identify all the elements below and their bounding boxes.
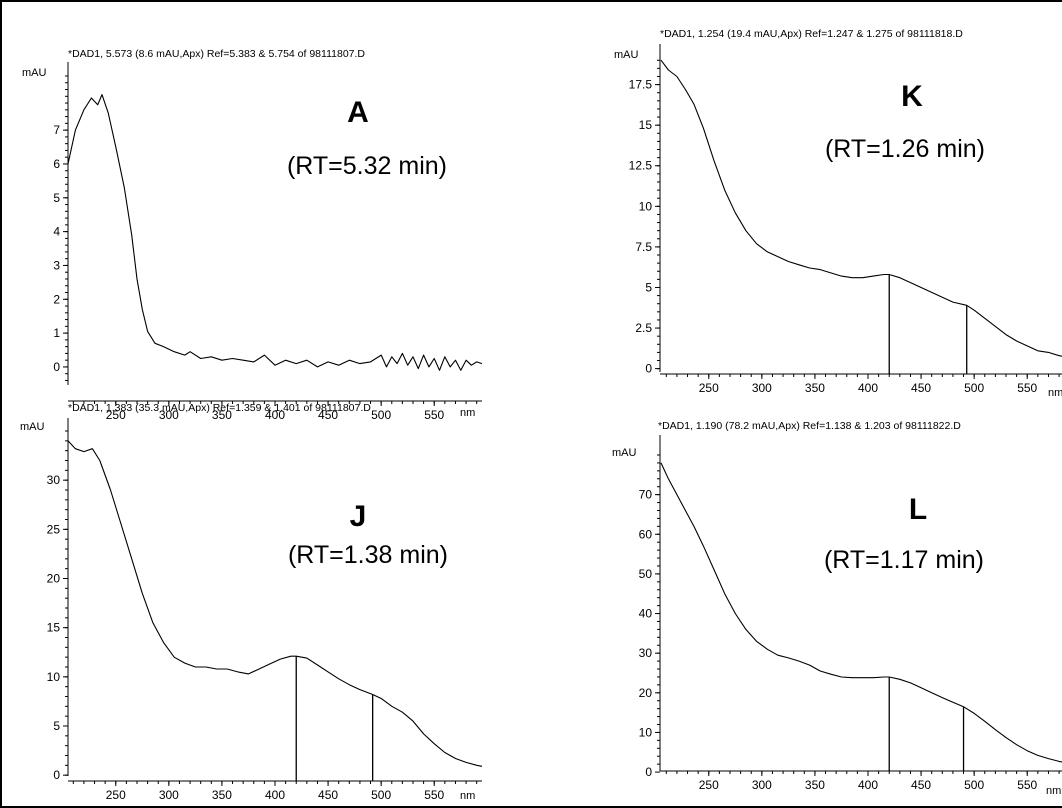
- panel-a-y-tick-label: 2: [53, 292, 60, 306]
- panel-l-y-unit: mAU: [612, 447, 637, 459]
- panel-j-y-tick-label: 15: [47, 621, 61, 635]
- panel-a-retention-time: (RT=5.32 min): [287, 152, 447, 180]
- panel-a-x-tick-label: 350: [212, 408, 232, 422]
- panel-l-y-tick-label: 40: [639, 607, 653, 621]
- panel-a-x-tick-label: 250: [106, 408, 126, 422]
- panel-k-x-unit: nm: [1048, 387, 1062, 399]
- panel-l-retention-time: (RT=1.17 min): [824, 546, 984, 574]
- panel-j-x-tick-label: 450: [318, 788, 338, 802]
- panel-l-header: *DAD1, 1.190 (78.2 mAU,Apx) Ref=1.138 & …: [658, 420, 961, 432]
- panel-j-x-unit: nm: [460, 790, 475, 802]
- spectrum-panel-k: *DAD1, 1.254 (19.4 mAU,Apx) Ref=1.247 & …: [614, 28, 1062, 399]
- panel-l-plot-area: [660, 462, 1062, 771]
- panel-k-y-tick-label: 12.5: [629, 159, 653, 173]
- panel-l-x-tick-label: 450: [911, 778, 931, 792]
- panel-a-x-tick-label: 550: [424, 408, 444, 422]
- panel-k-x-tick-label: 500: [964, 381, 984, 395]
- panel-k-axes: 0 2.5 5 7.5 10 12.5 15 17.5 250 300 350 400 450 500 55…: [629, 44, 1062, 395]
- panel-a-axes: 0 1 2 3 4 5 6 7 250 300 350 400 450 500 550: [53, 62, 482, 422]
- panel-k-x-tick-label: 550: [1017, 381, 1037, 395]
- panel-a-plot-area: [67, 94, 483, 371]
- panel-j-retention-time: (RT=1.38 min): [288, 541, 448, 569]
- panel-a-y-tick-label: 6: [53, 157, 60, 171]
- panel-l-y-tick-label: 0: [645, 765, 652, 779]
- panel-a-y-tick-label: 0: [53, 360, 60, 374]
- panel-a-y-tick-label: 1: [53, 326, 60, 340]
- panel-j-x-tick-label: 250: [106, 788, 126, 802]
- panel-k-y-tick-label: 17.5: [629, 78, 653, 92]
- panel-l-y-tick-label: 30: [639, 646, 653, 660]
- panel-j-letter: J: [350, 500, 367, 533]
- spectrum-panel-a: *DAD1, 5.573 (8.6 mAU,Apx) Ref=5.383 & 5…: [22, 48, 483, 422]
- panel-j-axes: 0 5 10 15 20 25 30 250 300 350 400 450 500 550: [47, 418, 482, 802]
- panel-k-plot-area: [660, 59, 1062, 374]
- panel-j-x-tick-label: 500: [371, 788, 391, 802]
- panel-j-x-tick-label: 300: [159, 788, 179, 802]
- panel-k-y-tick-label: 2.5: [635, 321, 652, 335]
- panel-k-x-tick-label: 250: [699, 381, 719, 395]
- panel-l-letter: L: [909, 493, 927, 526]
- panel-a-y-tick-label: 5: [53, 191, 60, 205]
- panel-l-y-tick-label: 50: [639, 567, 653, 581]
- panel-a-y-tick-label: 4: [53, 225, 60, 239]
- panel-j-y-tick-label: 20: [47, 572, 61, 586]
- panel-l-x-tick-label: 550: [1017, 778, 1037, 792]
- panel-l-axes: 0 10 20 30 40 50 60 70 250 300 350 400 450 500 550: [639, 435, 1062, 792]
- panel-a-header: *DAD1, 5.573 (8.6 mAU,Apx) Ref=5.383 & 5…: [68, 48, 365, 60]
- panel-k-x-tick-label: 400: [858, 381, 878, 395]
- panel-a-x-unit: nm: [460, 407, 475, 419]
- panel-l-x-tick-label: 500: [964, 778, 984, 792]
- panel-j-x-tick-label: 400: [265, 788, 285, 802]
- panel-k-y-tick-label: 5: [645, 280, 652, 294]
- panel-j-x-tick-label: 350: [212, 788, 232, 802]
- panel-l-y-tick-label: 20: [639, 686, 653, 700]
- panel-a-x-tick-label: 300: [159, 408, 179, 422]
- panel-k-y-tick-label: 10: [639, 199, 653, 213]
- panel-l-y-tick-label: 60: [639, 527, 653, 541]
- panel-j-header: *DAD1, 1.383 (35.3 mAU,Apx) Ref=1.359 & …: [68, 402, 371, 414]
- panel-k-letter: K: [901, 80, 923, 113]
- panel-j-y-unit: mAU: [20, 421, 45, 433]
- panel-j-y-tick-label: 0: [53, 768, 60, 782]
- panel-k-x-tick-label: 350: [805, 381, 825, 395]
- panel-j-y-tick-label: 10: [47, 670, 61, 684]
- panel-a-spectrum-line: [67, 94, 483, 371]
- panel-j-y-tick-label: 5: [53, 719, 60, 733]
- panel-j-plot-area: [67, 440, 483, 781]
- panel-l-x-tick-label: 300: [752, 778, 772, 792]
- panel-k-x-tick-label: 450: [911, 381, 931, 395]
- panel-j-y-tick-label: 30: [47, 473, 61, 487]
- panel-a-letter: A: [347, 96, 369, 129]
- panel-l-x-tick-label: 400: [858, 778, 878, 792]
- panel-l-y-tick-label: 10: [639, 725, 653, 739]
- spectrum-panel-l: *DAD1, 1.190 (78.2 mAU,Apx) Ref=1.138 & …: [612, 420, 1062, 797]
- panel-a-y-unit: mAU: [22, 67, 47, 79]
- panel-j-spectrum-line: [67, 440, 483, 767]
- panel-j-x-tick-label: 550: [424, 788, 444, 802]
- panel-l-x-unit: nm: [1046, 785, 1061, 797]
- panel-k-spectrum-line: [660, 59, 1062, 357]
- panel-l-spectrum-line: [660, 462, 1062, 763]
- panel-k-retention-time: (RT=1.26 min): [825, 135, 985, 163]
- panel-k-y-unit: mAU: [614, 49, 639, 61]
- panel-l-x-tick-label: 250: [699, 778, 719, 792]
- panel-a-y-tick-label: 3: [53, 258, 60, 272]
- panel-k-x-tick-label: 300: [752, 381, 772, 395]
- panel-k-y-tick-label: 15: [639, 118, 653, 132]
- panel-k-header: *DAD1, 1.254 (19.4 mAU,Apx) Ref=1.247 & …: [660, 28, 963, 40]
- panel-k-y-tick-label: 7.5: [635, 240, 652, 254]
- panel-l-x-tick-label: 350: [805, 778, 825, 792]
- panel-a-x-tick-label: 450: [318, 408, 338, 422]
- spectrum-panel-j: *DAD1, 1.383 (35.3 mAU,Apx) Ref=1.359 & …: [20, 402, 483, 802]
- panel-l-y-tick-label: 70: [639, 488, 653, 502]
- panel-j-y-tick-label: 25: [47, 522, 61, 536]
- panel-a-x-tick-label: 400: [265, 408, 285, 422]
- panel-a-y-tick-label: 7: [53, 123, 60, 137]
- panel-k-y-tick-label: 0: [645, 362, 652, 376]
- panel-a-x-tick-label: 500: [371, 408, 391, 422]
